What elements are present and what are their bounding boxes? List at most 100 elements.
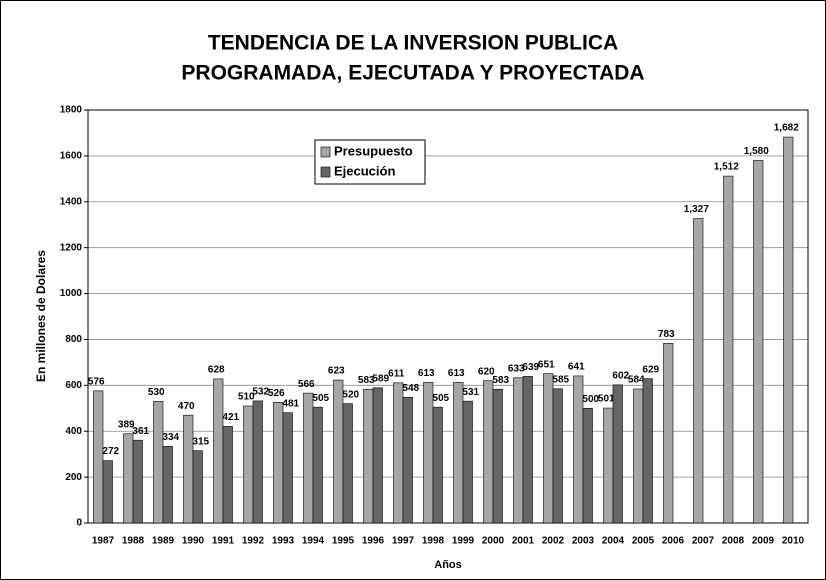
bar	[273, 402, 284, 524]
bar	[753, 160, 764, 524]
x-tick-label: 1999	[452, 536, 475, 547]
x-tick-label: 1995	[332, 536, 355, 547]
legend-label: Ejecución	[334, 163, 395, 178]
value-label: 639	[522, 362, 539, 373]
x-tick-label: 2008	[722, 536, 745, 547]
bar	[102, 460, 113, 524]
y-tick-label: 1200	[60, 242, 83, 253]
x-tick-label: 2009	[752, 536, 775, 547]
y-tick-label: 800	[65, 334, 82, 345]
bar	[132, 439, 143, 524]
bar	[162, 446, 173, 524]
bar	[642, 378, 653, 524]
bar	[282, 412, 293, 524]
bar	[723, 175, 734, 524]
bar	[483, 380, 494, 524]
bar	[192, 450, 203, 524]
value-label: 602	[612, 371, 629, 382]
legend-label: Presupuesto	[334, 143, 413, 158]
x-tick-label: 1997	[392, 536, 415, 547]
y-tick-label: 0	[76, 518, 82, 529]
value-label: 629	[642, 364, 659, 375]
bar	[153, 401, 164, 524]
x-tick-label: 1998	[422, 536, 445, 547]
x-tick-label: 1988	[122, 536, 145, 547]
bar	[453, 382, 464, 524]
x-tick-label: 1992	[242, 536, 265, 547]
x-tick-label: 1994	[302, 536, 325, 547]
bar	[462, 400, 473, 524]
bar	[663, 343, 674, 524]
value-label: 613	[418, 368, 435, 379]
y-tick-label: 600	[65, 380, 82, 391]
value-label: 532	[252, 387, 269, 398]
y-tick-label: 1600	[60, 151, 83, 162]
value-label: 531	[462, 387, 479, 398]
x-tick-label: 2007	[692, 536, 715, 547]
bar	[693, 218, 704, 524]
value-label: 589	[372, 373, 389, 384]
x-tick-label: 2003	[572, 536, 595, 547]
bar	[303, 392, 314, 524]
bar	[333, 379, 344, 524]
value-label: 501	[598, 394, 615, 405]
bar	[243, 405, 254, 524]
legend-box	[314, 139, 426, 185]
value-label: 623	[328, 366, 345, 377]
y-tick-label: 400	[65, 426, 82, 437]
value-label: 389	[118, 419, 135, 430]
value-label: 1,327	[684, 204, 709, 215]
x-tick-label: 1993	[272, 536, 295, 547]
value-label: 576	[88, 376, 105, 387]
value-label: 526	[268, 388, 285, 399]
chart-title: PROGRAMADA, EJECUTADA Y PROYECTADA	[181, 62, 644, 85]
y-axis-label: En millones de Dolares	[34, 250, 48, 382]
bar	[522, 376, 533, 524]
x-tick-label: 1990	[182, 536, 205, 547]
bar	[93, 390, 104, 524]
bar	[213, 378, 224, 524]
x-tick-label: 2005	[632, 536, 655, 547]
value-label: 585	[552, 374, 569, 385]
bar	[582, 407, 593, 524]
value-label: 505	[432, 393, 449, 404]
value-label: 633	[508, 363, 525, 374]
bar	[342, 403, 353, 524]
y-tick-label: 1800	[60, 105, 83, 116]
value-label: 783	[658, 329, 675, 340]
x-tick-label: 1991	[212, 536, 235, 547]
value-label: 334	[162, 432, 179, 443]
bar	[393, 382, 404, 524]
value-label: 505	[312, 393, 329, 404]
x-tick-label: 2001	[512, 536, 535, 547]
bar	[783, 136, 794, 524]
value-label: 613	[448, 368, 465, 379]
bar	[612, 384, 623, 524]
value-label: 1,682	[774, 123, 799, 134]
value-label: 481	[282, 398, 299, 409]
value-label: 510	[238, 392, 255, 403]
x-tick-label: 1996	[362, 536, 385, 547]
value-label: 1,580	[744, 146, 769, 157]
bar	[252, 400, 263, 524]
bar	[633, 388, 644, 524]
bar	[363, 388, 374, 524]
value-label: 421	[222, 412, 239, 423]
bar	[183, 414, 194, 524]
value-label: 470	[178, 401, 195, 412]
x-tick-label: 2004	[602, 536, 625, 547]
value-label: 641	[568, 362, 585, 373]
bar	[222, 426, 233, 524]
value-label: 566	[298, 379, 315, 390]
value-label: 620	[478, 366, 495, 377]
value-label: 548	[402, 383, 419, 394]
y-tick-label: 1400	[60, 196, 83, 207]
value-label: 500	[582, 394, 599, 405]
bar	[432, 406, 443, 524]
value-label: 628	[208, 365, 225, 376]
chart-title: TENDENCIA DE LA INVERSION PUBLICA	[208, 32, 618, 55]
value-label: 315	[192, 436, 209, 447]
value-label: 583	[358, 375, 375, 386]
x-tick-label: 2000	[482, 536, 505, 547]
